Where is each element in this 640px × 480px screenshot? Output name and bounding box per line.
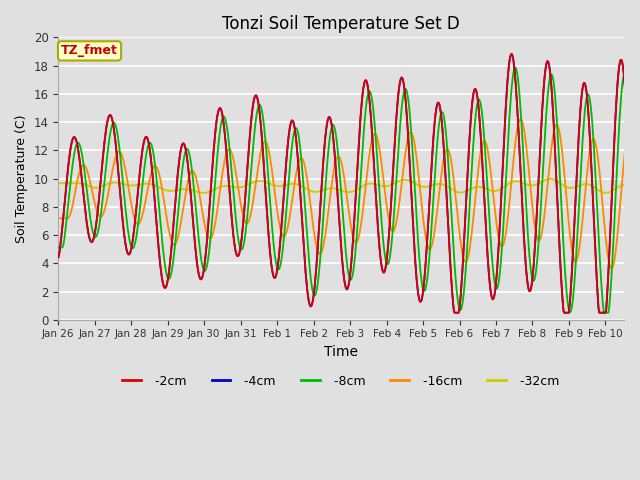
Y-axis label: Soil Temperature (C): Soil Temperature (C) xyxy=(15,114,28,243)
Text: TZ_fmet: TZ_fmet xyxy=(61,44,118,58)
Legend:  -2cm,  -4cm,  -8cm,  -16cm,  -32cm: -2cm, -4cm, -8cm, -16cm, -32cm xyxy=(117,370,564,393)
X-axis label: Time: Time xyxy=(324,345,358,359)
Title: Tonzi Soil Temperature Set D: Tonzi Soil Temperature Set D xyxy=(222,15,460,33)
